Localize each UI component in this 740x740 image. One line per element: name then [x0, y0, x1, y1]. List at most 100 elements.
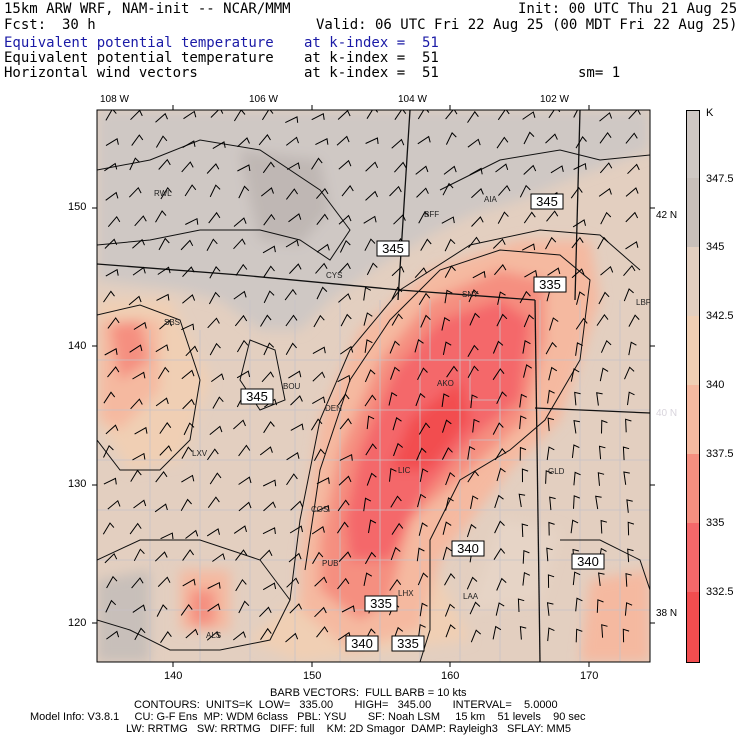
wind-barb [338, 551, 352, 562]
wind-barb [575, 628, 583, 643]
wind-barb [181, 474, 195, 483]
y-tick-140: 140 [68, 340, 87, 352]
wind-barb [389, 340, 400, 354]
wind-barb [366, 415, 375, 430]
wind-barb [340, 313, 352, 327]
wind-barb [181, 446, 193, 459]
wind-barb [521, 468, 529, 483]
wind-barb [570, 186, 583, 199]
wind-barb [598, 572, 605, 586]
wind-barb [493, 547, 506, 560]
svg-text:335: 335 [539, 277, 561, 292]
wind-barb [155, 210, 167, 223]
wind-barb [417, 493, 427, 508]
contour-label: 335 [364, 595, 398, 612]
wind-barb [624, 366, 635, 380]
wind-barb [185, 345, 199, 357]
wind-barb [597, 236, 609, 250]
wind-barb [419, 602, 428, 617]
wind-barb [471, 188, 484, 199]
wind-barb [107, 317, 120, 329]
wind-barb [238, 501, 252, 512]
wind-barb [391, 313, 403, 326]
svg-text:335: 335 [370, 596, 392, 611]
wind-barb [571, 444, 580, 458]
wind-barb [339, 418, 352, 430]
station-cys: CYS [326, 271, 342, 280]
wind-barb [286, 188, 299, 200]
wind-barb [285, 239, 299, 248]
forecast-hour: 30 h [62, 17, 96, 33]
wind-barb [157, 366, 170, 380]
wind-barb [263, 501, 276, 512]
wind-barb [132, 604, 146, 613]
wind-barb [107, 215, 121, 228]
wind-barb [363, 572, 373, 587]
wind-barb [129, 157, 140, 171]
wind-barb [129, 344, 143, 353]
wind-barb [315, 138, 329, 146]
wind-barb [547, 267, 561, 276]
wind-barb [311, 157, 323, 170]
x-tick-160: 160 [441, 670, 460, 682]
wind-barb [232, 631, 246, 641]
wind-barb [364, 339, 373, 353]
wind-barb [547, 389, 555, 404]
wind-barb [415, 165, 429, 175]
wind-barb [571, 236, 584, 249]
colorbar-cell [686, 454, 699, 523]
wind-barb [522, 571, 531, 586]
wind-barb [160, 631, 172, 643]
wind-barb [573, 162, 587, 170]
wind-barb [183, 110, 197, 120]
wind-barb [339, 453, 353, 461]
wind-barb [518, 493, 526, 508]
wind-barb [181, 369, 195, 380]
wind-barb [262, 245, 276, 254]
wind-barb [600, 211, 612, 225]
wind-barb [263, 342, 275, 356]
wind-barb [316, 243, 330, 253]
wind-barb [595, 495, 602, 510]
wind-barb [622, 446, 630, 461]
wind-barb [155, 112, 168, 123]
wind-barb [366, 472, 377, 486]
wind-barb [471, 216, 484, 227]
wind-barb [628, 314, 640, 327]
wind-barb [313, 314, 325, 328]
wind-barb [260, 314, 272, 327]
wind-barb [523, 314, 535, 328]
wind-barb [316, 187, 329, 199]
wind-barb [105, 191, 119, 201]
wind-barb [285, 632, 299, 643]
wind-barb [545, 236, 557, 250]
wind-barb [238, 600, 250, 614]
wind-barb [417, 110, 430, 120]
wind-barb [517, 598, 525, 613]
wind-barb [235, 549, 248, 561]
wind-barb [417, 367, 428, 381]
wind-barb [285, 314, 298, 327]
colorbar-frame [686, 110, 700, 663]
field-name-3: Horizontal wind vectors [4, 65, 198, 81]
wind-barb [391, 522, 404, 535]
lat-label-40n: 40 N [656, 408, 678, 419]
wind-barb [416, 187, 429, 198]
wind-barb [103, 391, 116, 404]
colorbar-cell [686, 592, 699, 662]
wind-barb [550, 165, 564, 174]
wind-barb [105, 268, 119, 277]
colorbar-label: 345 [706, 241, 725, 253]
wind-barb [261, 110, 274, 121]
wind-barb [548, 366, 558, 381]
wind-barb [391, 265, 405, 277]
colorbar-label: 340 [706, 379, 725, 391]
wind-barb [338, 262, 351, 274]
station-lxv: LXV [192, 449, 208, 458]
wind-barb [625, 418, 632, 433]
wind-barb [627, 521, 635, 536]
wind-barb [626, 499, 633, 513]
station-sny: SNY [462, 290, 479, 299]
wind-barb [209, 342, 221, 356]
wind-barb [545, 470, 552, 484]
